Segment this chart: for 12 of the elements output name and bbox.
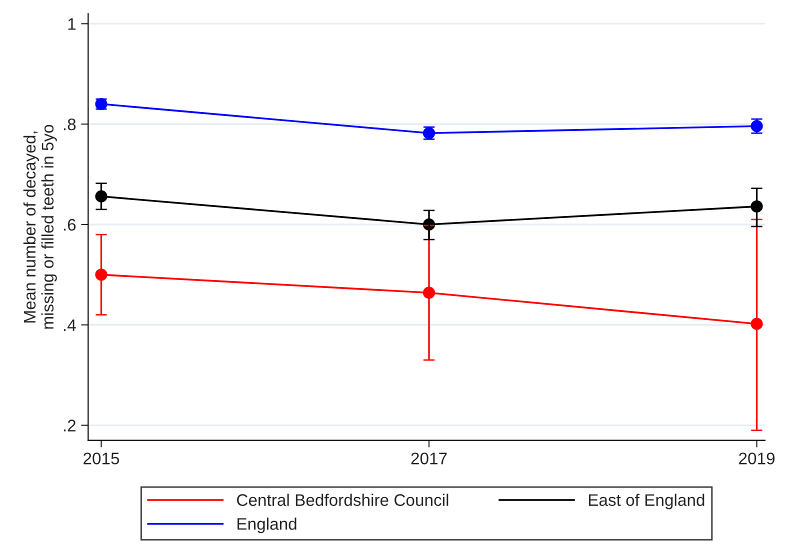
y-tick-label: 1 xyxy=(68,18,76,30)
y-tick-label: .6 xyxy=(64,218,76,231)
x-tick-label: 2015 xyxy=(84,452,120,464)
y-tick-label: .2 xyxy=(64,420,76,432)
y-tick-label: .8 xyxy=(64,118,76,130)
x-tick-label: 2017 xyxy=(411,452,447,464)
y-tick-label: .4 xyxy=(64,319,76,331)
legend-label: East of England xyxy=(588,494,704,510)
legend-label: Central Bedfordshire Council xyxy=(237,494,448,506)
x-tick-label: 2019 xyxy=(739,452,775,464)
y-axis-title: Mean number of decayed, missing or filled teeth in 5yo xyxy=(23,124,57,329)
legend-label: England xyxy=(238,518,296,534)
